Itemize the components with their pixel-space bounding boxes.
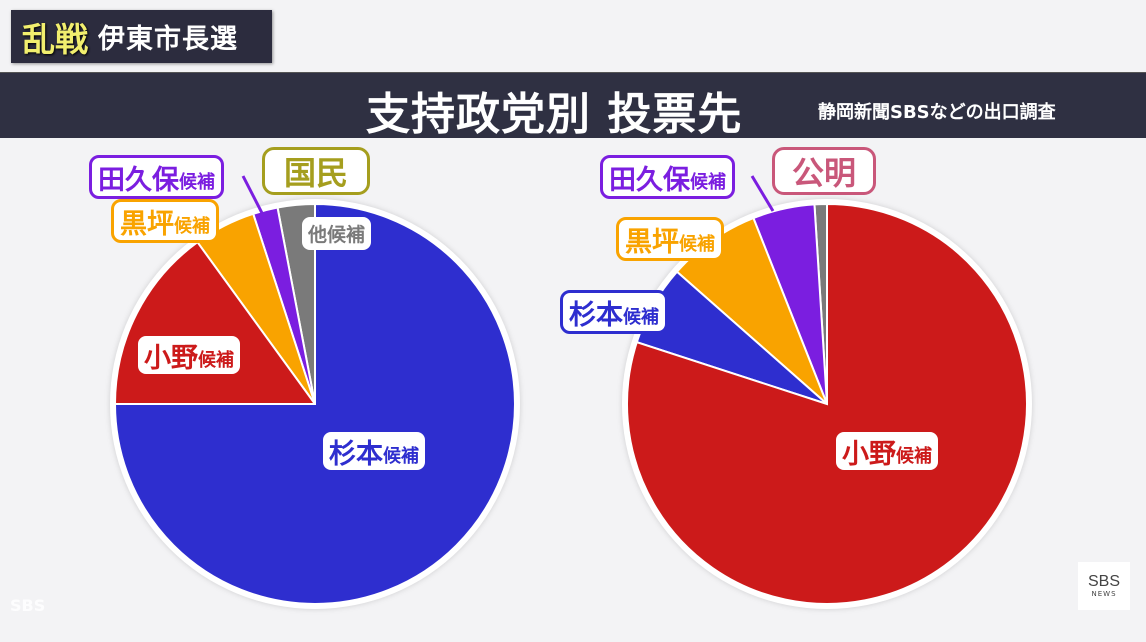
candidate-name: 杉本 (569, 299, 623, 331)
candidate-suffix: 候補 (690, 172, 726, 193)
title-bar: 支持政党別 投票先 静岡新聞SBSなどの出口調査 (0, 72, 1146, 140)
pie-chart-kokumin (110, 199, 520, 609)
candidate-suffix: 候補 (383, 446, 419, 467)
chart-title: 支持政党別 投票先 (366, 89, 743, 140)
candidate-name: 杉本 (329, 438, 383, 470)
candidate-suffix: 候補 (623, 307, 659, 328)
program-badge: 乱戦 伊東市長選 (11, 10, 272, 63)
logo-bottom: NEWS (1091, 589, 1117, 598)
candidate-name: 他候補 (308, 224, 366, 246)
party-label-kokumin: 国民 (262, 147, 370, 195)
source-note: 静岡新聞SBSなどの出口調査 (818, 102, 1056, 123)
candidate-suffix: 候補 (896, 446, 932, 467)
candidate-suffix: 候補 (198, 350, 234, 371)
label-sugimoto-right: 杉本 候補 (560, 290, 668, 334)
logo-top: SBS (1087, 572, 1120, 590)
label-takubo-right: 田久保 候補 (600, 155, 735, 199)
party-name: 国民 (283, 154, 348, 192)
candidate-name: 田久保 (609, 164, 690, 196)
candidate-suffix: 候補 (179, 172, 215, 193)
candidate-suffix: 候補 (174, 216, 210, 237)
candidate-name: 黒坪 (625, 226, 679, 258)
label-other-left: 他候補 (302, 217, 372, 250)
label-ono-right: 小野 候補 (836, 432, 938, 470)
candidate-name: 小野 (144, 342, 198, 374)
sbs-watermark: SBS (10, 596, 46, 615)
party-name: 公明 (791, 154, 856, 192)
label-ono-left: 小野 候補 (138, 336, 240, 374)
label-sugimoto-left: 杉本 候補 (323, 432, 425, 470)
candidate-name: 小野 (842, 438, 896, 470)
pie-slice (626, 202, 1028, 605)
candidate-name: 黒坪 (120, 208, 174, 240)
sbs-news-logo: SBS NEWS (1078, 562, 1130, 610)
leader-line-takubo-right (750, 175, 775, 212)
party-label-komei: 公明 (772, 147, 876, 195)
label-kurotsubo-left: 黒坪 候補 (111, 199, 219, 243)
badge-subtitle: 伊東市長選 (98, 24, 238, 55)
candidate-suffix: 候補 (679, 234, 715, 255)
pie-chart-komei (622, 199, 1032, 609)
candidate-name: 田久保 (98, 164, 179, 196)
leader-line-takubo-left (241, 175, 265, 216)
pie-slice (113, 202, 516, 605)
badge-hot-text: 乱戦 (22, 19, 88, 59)
label-takubo-left: 田久保 候補 (89, 155, 224, 199)
label-kurotsubo-right: 黒坪 候補 (616, 217, 724, 261)
